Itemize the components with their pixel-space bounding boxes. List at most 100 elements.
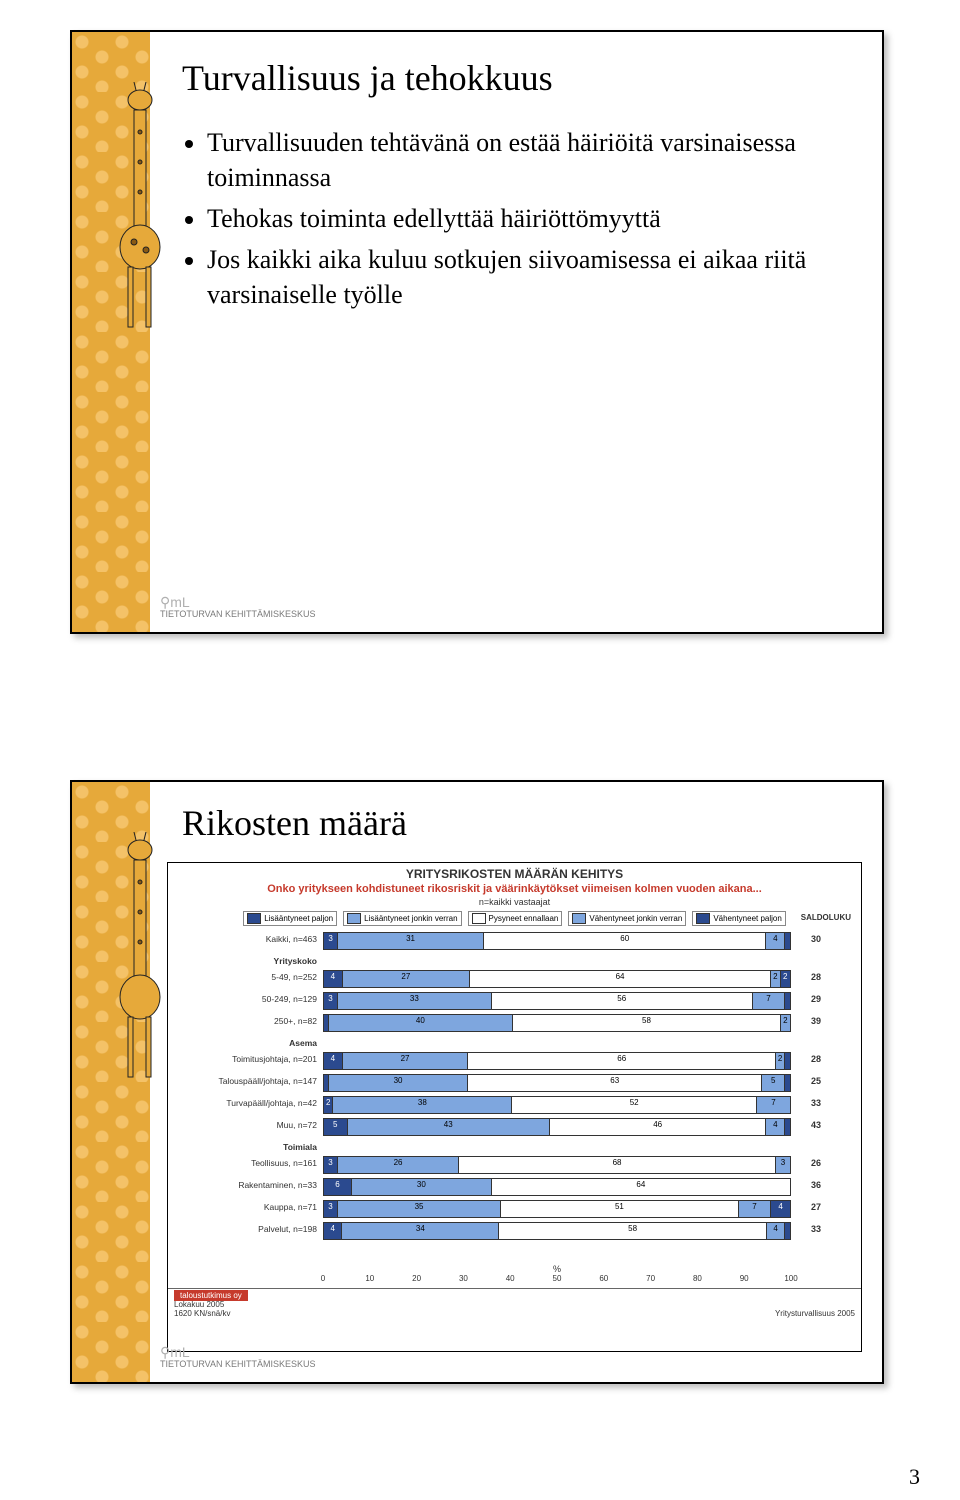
bar-segment: 63 (468, 1075, 762, 1091)
bar-segment: 30 (329, 1075, 469, 1091)
bar-segment: 6 (324, 1179, 352, 1195)
bar-segment: 56 (492, 993, 753, 1009)
bar-segment (785, 1223, 790, 1239)
bar-segment: 2 (771, 971, 780, 987)
row-label: Teollisuus, n=161 (167, 1158, 317, 1168)
bar-segment (785, 1075, 790, 1091)
bullet-item: Tehokas toiminta edellyttää häiriöttömyy… (207, 201, 852, 236)
saldo-value: 43 (811, 1120, 821, 1130)
chart-row: 250+, n=824058239 (323, 1014, 791, 1034)
legend-item: Lisääntyneet jonkin verran (343, 911, 461, 926)
bar-segment: 31 (338, 933, 484, 949)
bar-segment: 4 (766, 933, 785, 949)
bar-segment: 33 (338, 993, 492, 1009)
saldo-value: 27 (811, 1202, 821, 1212)
slide-frame-1: Turvallisuus ja tehokkuus Turvallisuuden… (70, 30, 884, 634)
bar-segment: 4 (324, 1223, 342, 1239)
saldo-value: 25 (811, 1076, 821, 1086)
chart-row: Toimitusjohtaja, n=20142766228 (323, 1052, 791, 1072)
bar-segment: 35 (338, 1201, 501, 1217)
bar-segment: 40 (329, 1015, 514, 1031)
row-label: 5-49, n=252 (167, 972, 317, 982)
bar-segment: 60 (484, 933, 766, 949)
bar-segment: 46 (550, 1119, 767, 1135)
page-1: Turvallisuus ja tehokkuus Turvallisuuden… (0, 0, 960, 750)
bar-segment: 43 (348, 1119, 550, 1135)
bar-segment: 3 (776, 1157, 790, 1173)
x-tick: 50 (553, 1274, 562, 1283)
chart-subtitle: n=kaikki vastaajat (168, 897, 861, 907)
x-tick: 30 (459, 1274, 468, 1283)
x-tick: 70 (646, 1274, 655, 1283)
legend-item: Vähentyneet paljon (692, 911, 786, 926)
chart-row: Palvelut, n=19843458433 (323, 1222, 791, 1242)
chart-row: Kauppa, n=71335517427 (323, 1200, 791, 1220)
saldo-value: 33 (811, 1224, 821, 1234)
logo-text: TIETOTURVAN KEHITTÄMISKESKUS (160, 1359, 316, 1369)
bar-segment: 3 (324, 993, 338, 1009)
footer-ref: 1620 KN/snä/kv (174, 1309, 230, 1318)
bar-segment: 66 (468, 1053, 776, 1069)
page-number: 3 (909, 1464, 920, 1490)
group-heading: Yrityskoko (167, 956, 317, 966)
bar-segment: 58 (513, 1015, 781, 1031)
honeycomb-bg (72, 32, 150, 632)
bar-segment: 5 (762, 1075, 785, 1091)
row-label: Kauppa, n=71 (167, 1202, 317, 1212)
slide-content-1: Turvallisuus ja tehokkuus Turvallisuuden… (182, 57, 852, 338)
chart-title-1: YRITYSRIKOSTEN MÄÄRÄN KEHITYS (168, 867, 861, 881)
slide-frame-2: Rikosten määrä YRITYSRIKOSTEN MÄÄRÄN KEH… (70, 780, 884, 1384)
bar-segment: 68 (459, 1157, 776, 1173)
chart-row: 50-249, n=12933356729 (323, 992, 791, 1012)
bar-segment: 2 (776, 1053, 785, 1069)
saldo-value: 28 (811, 1054, 821, 1064)
saldo-value: 26 (811, 1158, 821, 1168)
saldo-value: 29 (811, 994, 821, 1004)
footer-right: Yritysturvallisuus 2005 (775, 1309, 855, 1318)
chart-row: Teollisuus, n=16132668326 (323, 1156, 791, 1176)
chart-row: 5-49, n=252427642228 (323, 970, 791, 990)
bar-segment: 58 (499, 1223, 767, 1239)
bar-segment: 3 (324, 933, 338, 949)
bar-segment: 3 (324, 1201, 338, 1217)
chart-row: Turvapääll/johtaja, n=4223852733 (323, 1096, 791, 1116)
saldo-value: 30 (811, 934, 821, 944)
saldo-value: 28 (811, 972, 821, 982)
footer-logo: ⚲mL TIETOTURVAN KEHITTÄMISKESKUS (160, 595, 316, 620)
chart-row: Talouspääll/johtaja, n=1473063525 (323, 1074, 791, 1094)
x-tick: 40 (506, 1274, 515, 1283)
bar-segment: 4 (324, 971, 343, 987)
x-axis: % 0102030405060708090100 (323, 1264, 791, 1288)
legend-item: Lisääntyneet paljon (243, 911, 337, 926)
x-tick: 60 (599, 1274, 608, 1283)
page-2: Rikosten määrä YRITYSRIKOSTEN MÄÄRÄN KEH… (0, 750, 960, 1500)
x-tick: 90 (740, 1274, 749, 1283)
honeycomb-bg (72, 782, 150, 1382)
bar-segment: 27 (343, 1053, 469, 1069)
bar-segment (785, 1119, 790, 1135)
bar-segment: 30 (352, 1179, 492, 1195)
x-tick: 20 (412, 1274, 421, 1283)
bar-segment: 4 (771, 1201, 790, 1217)
chart-legend: Lisääntyneet paljon Lisääntyneet jonkin v… (168, 911, 861, 926)
slide-title: Turvallisuus ja tehokkuus (182, 57, 852, 99)
group-heading: Toimiala (167, 1142, 317, 1152)
x-tick: 0 (321, 1274, 325, 1283)
row-label: 250+, n=82 (167, 1016, 317, 1026)
chart-row: Kaikki, n=46333160430 (323, 932, 791, 952)
bullet-item: Jos kaikki aika kuluu sotkujen siivoamis… (207, 242, 852, 312)
bar-segment: 52 (512, 1097, 757, 1113)
bar-segment: 2 (781, 1015, 790, 1031)
bar-segment: 51 (501, 1201, 739, 1217)
bar-segment: 3 (324, 1157, 338, 1173)
logo-text: TIETOTURVAN KEHITTÄMISKESKUS (160, 609, 316, 619)
bullet-list: Turvallisuuden tehtävänä on estää häiriö… (182, 125, 852, 312)
footer-date: Lokakuu 2005 (174, 1300, 224, 1309)
bar-segment: 64 (470, 971, 771, 987)
bar-segment: 2 (324, 1097, 333, 1113)
chart-row: Rakentaminen, n=336306436 (323, 1178, 791, 1198)
row-label: Kaikki, n=463 (167, 934, 317, 944)
bar-segment (785, 993, 790, 1009)
chart-title-2: Onko yritykseen kohdistuneet rikosriskit… (168, 883, 861, 895)
x-axis-label: % (323, 1264, 791, 1274)
